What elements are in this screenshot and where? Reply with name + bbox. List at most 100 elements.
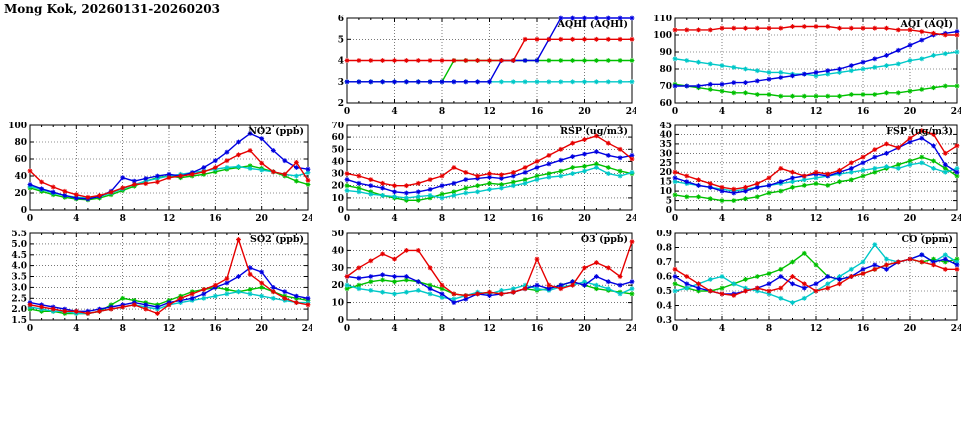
svg-text:50: 50: [331, 230, 344, 239]
svg-text:4: 4: [73, 214, 79, 223]
svg-text:2.0: 2.0: [11, 305, 27, 315]
svg-text:16: 16: [857, 324, 870, 333]
axis-labels: 0 10 20 30 40 50 60 70 0 4 8 12 16 20 24: [331, 121, 638, 224]
svg-text:0: 0: [21, 206, 27, 216]
svg-text:6: 6: [338, 15, 344, 24]
svg-text:20: 20: [578, 214, 591, 223]
svg-text:90: 90: [659, 48, 672, 58]
chart-svg-so2: 1.52.02.53.03.54.04.55.05.5 0 4 8 12 16 20 24 SO…: [11, 229, 314, 334]
svg-text:30: 30: [331, 264, 344, 274]
svg-text:24: 24: [302, 214, 312, 223]
svg-text:45: 45: [659, 122, 672, 131]
svg-text:8: 8: [439, 324, 445, 333]
svg-text:20: 20: [659, 168, 672, 178]
svg-text:8: 8: [766, 324, 772, 333]
svg-text:100: 100: [8, 122, 27, 131]
series-red: [344, 239, 635, 298]
gridlines: [674, 232, 958, 321]
svg-text:0.6: 0.6: [656, 273, 672, 283]
svg-text:0: 0: [344, 324, 350, 333]
series-blue: [344, 272, 635, 305]
series-red: [672, 256, 960, 298]
svg-text:16: 16: [209, 324, 222, 333]
svg-text:5: 5: [338, 35, 344, 45]
svg-text:2.5: 2.5: [11, 294, 27, 304]
svg-text:24: 24: [951, 324, 961, 333]
svg-text:24: 24: [626, 107, 636, 116]
svg-text:40: 40: [331, 157, 344, 167]
svg-text:30: 30: [659, 149, 672, 159]
svg-text:80: 80: [14, 138, 27, 148]
svg-text:8: 8: [766, 214, 772, 223]
svg-text:0.3: 0.3: [656, 316, 672, 326]
svg-text:20: 20: [904, 107, 917, 116]
series-red: [27, 237, 311, 316]
svg-text:24: 24: [626, 324, 636, 333]
axis-labels: 0.3 0.4 0.5 0.6 0.7 0.8 0.9 0 4 8 12 16 20 24: [656, 229, 963, 334]
svg-text:5.5: 5.5: [11, 230, 27, 239]
svg-text:60: 60: [659, 99, 672, 109]
svg-text:15: 15: [659, 178, 672, 188]
svg-text:1.5: 1.5: [11, 316, 27, 326]
axis-ticks: [346, 232, 633, 321]
svg-text:30: 30: [331, 170, 344, 180]
svg-text:10: 10: [331, 299, 344, 309]
svg-text:12: 12: [483, 324, 496, 333]
series-blue: [672, 29, 960, 89]
series-red: [344, 36, 635, 63]
axis-ticks: [346, 124, 633, 211]
axis-ticks: [29, 124, 309, 211]
svg-text:35: 35: [659, 140, 672, 150]
svg-text:60: 60: [331, 133, 344, 143]
svg-text:8: 8: [120, 214, 126, 223]
svg-text:2: 2: [338, 99, 344, 109]
svg-text:8: 8: [766, 107, 772, 116]
chart-aqi: 60 70 80 90 100 110 0 4 8 12 16 20 24 AQI (AQI): [645, 14, 963, 117]
chart-co: 0.3 0.4 0.5 0.6 0.7 0.8 0.9 0 4 8 12 16 20 24 CO (ppm): [645, 229, 963, 334]
svg-text:0.7: 0.7: [656, 258, 672, 268]
svg-text:20: 20: [578, 107, 591, 116]
svg-text:24: 24: [951, 214, 961, 223]
series-red: [672, 128, 960, 192]
svg-text:8: 8: [120, 324, 126, 333]
axis-labels: 0 20 40 60 80 100 0 4 8 12 16 20 24: [8, 121, 314, 224]
svg-text:4: 4: [391, 324, 397, 333]
svg-text:20: 20: [904, 214, 917, 223]
svg-text:16: 16: [209, 214, 222, 223]
svg-text:40: 40: [659, 130, 672, 140]
svg-text:3.5: 3.5: [11, 273, 27, 283]
chart-svg-o3: 0 10 20 30 40 50 0 4 8 12 16 20 24 O3 (ppb): [331, 229, 638, 334]
svg-text:4: 4: [391, 107, 397, 116]
chart-o3: 0 10 20 30 40 50 0 4 8 12 16 20 24 O3 (ppb): [317, 229, 638, 334]
svg-text:80: 80: [659, 65, 672, 75]
svg-text:12: 12: [163, 324, 176, 333]
svg-text:40: 40: [14, 172, 27, 182]
svg-text:4: 4: [391, 214, 397, 223]
svg-text:20: 20: [255, 214, 268, 223]
svg-text:20: 20: [904, 324, 917, 333]
chart-title: NO2 (ppb): [248, 126, 304, 137]
chart-svg-rsp: 0 10 20 30 40 50 60 70 0 4 8 12 16 20 24 RSP (ug/m3): [331, 121, 638, 224]
svg-text:16: 16: [857, 107, 870, 116]
svg-text:4: 4: [719, 324, 725, 333]
svg-text:0: 0: [672, 107, 678, 116]
series-blue: [672, 135, 960, 196]
svg-text:4.0: 4.0: [11, 262, 27, 272]
chart-svg-aqi: 60 70 80 90 100 110 0 4 8 12 16 20 24 AQI (AQI): [653, 14, 963, 117]
axis-ticks: [674, 124, 958, 211]
svg-text:4.5: 4.5: [11, 251, 27, 261]
chart-title: FSP (ug/m3): [886, 126, 953, 137]
svg-text:0.5: 0.5: [656, 287, 672, 297]
series-red: [27, 148, 311, 200]
chart-rsp: 0 10 20 30 40 50 60 70 0 4 8 12 16 20 24 RSP (ug/m3): [317, 121, 638, 224]
svg-text:0: 0: [666, 206, 672, 216]
svg-text:0: 0: [27, 324, 33, 333]
series-cyan: [344, 165, 635, 201]
chart-svg-co: 0.3 0.4 0.5 0.6 0.7 0.8 0.9 0 4 8 12 16 20 24 CO (ppm): [656, 229, 963, 334]
svg-text:0: 0: [344, 214, 350, 223]
svg-text:10: 10: [659, 187, 672, 197]
svg-text:0: 0: [338, 206, 344, 216]
svg-text:100: 100: [653, 31, 672, 41]
svg-text:0: 0: [672, 214, 678, 223]
svg-text:110: 110: [653, 15, 672, 24]
